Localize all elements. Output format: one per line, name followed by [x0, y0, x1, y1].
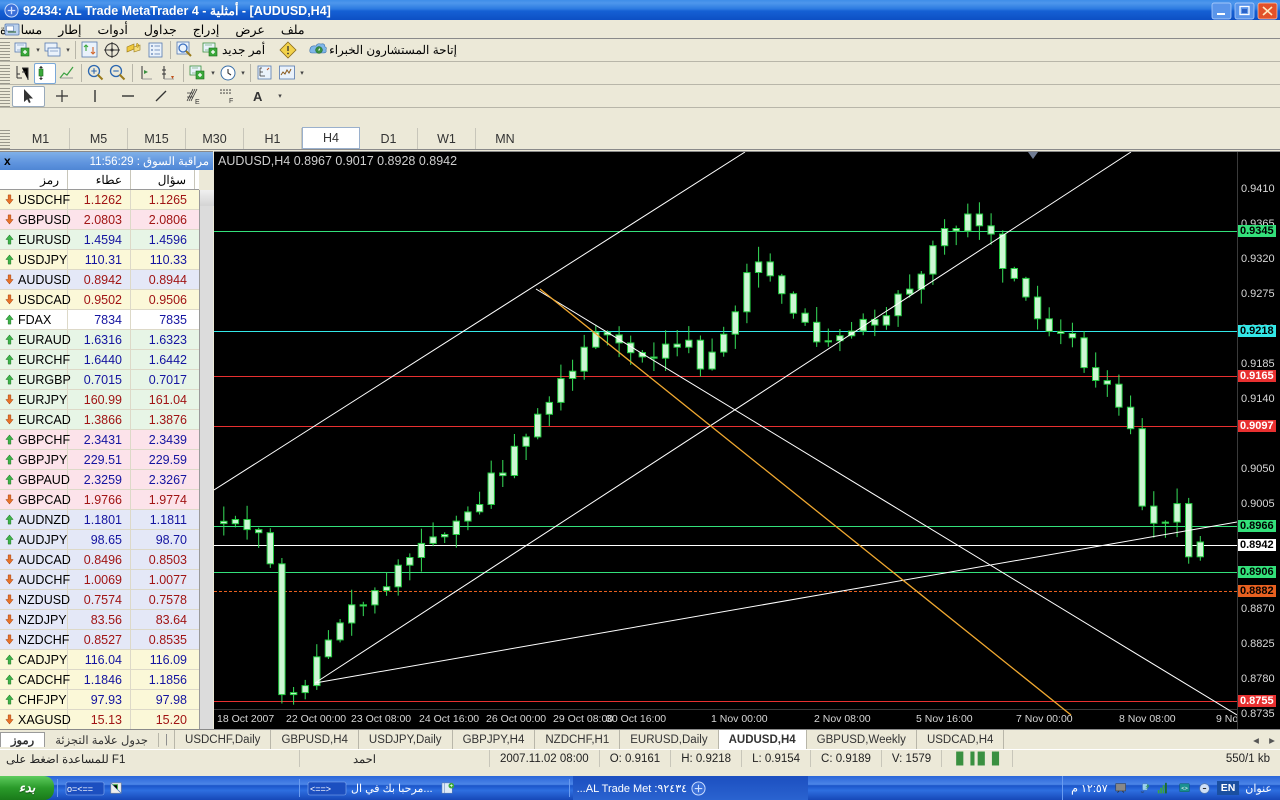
svg-text:<>: <>	[1181, 786, 1188, 792]
svg-text:A: A	[253, 89, 263, 104]
svg-text:o=<==: o=<==	[67, 784, 93, 794]
svg-text:F: F	[229, 98, 233, 104]
svg-text:E: E	[195, 99, 200, 105]
svg-text:<==>: <==>	[310, 784, 331, 794]
